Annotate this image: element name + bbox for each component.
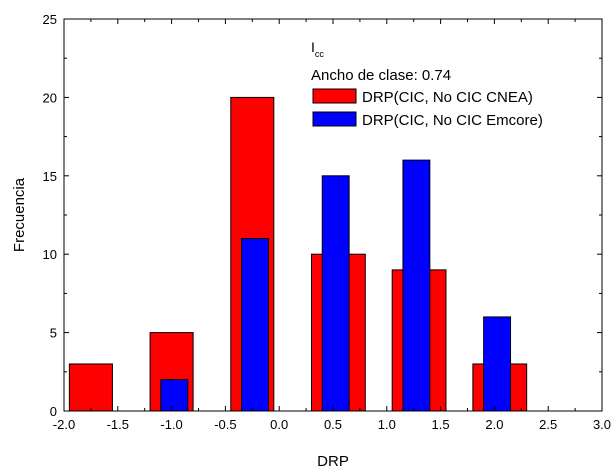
bar-emcore-2 <box>321 175 350 412</box>
legend: Icc Ancho de clase: 0.74 DRP(CIC, No CIC… <box>311 39 543 129</box>
y-tick-label: 10 <box>43 247 57 262</box>
legend-title-sub: cc <box>315 49 325 59</box>
x-tick-label: 0.0 <box>270 417 288 432</box>
y-tick-label: 5 <box>50 326 57 341</box>
x-tick-label: -0.5 <box>214 417 236 432</box>
x-tick-label: -2.0 <box>53 417 75 432</box>
x-tick-label: 2.0 <box>485 417 503 432</box>
legend-subtitle: Ancho de clase: 0.74 <box>311 67 451 84</box>
x-axis-label: DRP <box>317 453 349 470</box>
legend-label-emcore: DRP(CIC, No CIC Emcore) <box>362 112 543 129</box>
series-cnea-bars <box>68 96 528 412</box>
bar-emcore-4 <box>483 316 512 412</box>
legend-title: Icc <box>311 39 324 59</box>
y-axis-ticks: 0 5 10 15 20 25 <box>43 12 602 419</box>
y-tick-label: 25 <box>43 12 57 27</box>
x-tick-label: 0.5 <box>324 417 342 432</box>
y-tick-label: 0 <box>50 404 57 419</box>
legend-swatch-cnea <box>312 88 357 104</box>
series-emcore-bars <box>160 159 512 412</box>
y-tick-label: 15 <box>43 169 57 184</box>
x-tick-label: -1.5 <box>107 417 129 432</box>
legend-label-cnea: DRP(CIC, No CIC CNEA) <box>362 89 533 106</box>
x-tick-label: 2.5 <box>539 417 557 432</box>
bar-emcore-0 <box>160 379 189 412</box>
legend-title-main: I <box>311 39 315 55</box>
x-tick-label: -1.0 <box>160 417 182 432</box>
bar-emcore-1 <box>241 238 269 412</box>
y-axis-label: Frecuencia <box>11 177 28 252</box>
legend-swatch-emcore <box>312 111 357 127</box>
x-tick-label: 3.0 <box>593 417 611 432</box>
x-tick-label: 1.5 <box>432 417 450 432</box>
x-axis-ticks: -2.0 -1.5 -1.0 -0.5 0.0 0.5 1.0 1.5 2.0 2.5 3.0 <box>53 19 611 432</box>
y-tick-label: 20 <box>43 90 57 105</box>
x-tick-label: 1.0 <box>378 417 396 432</box>
bar-emcore-3 <box>402 159 431 412</box>
bar-cnea-0 <box>68 363 113 412</box>
